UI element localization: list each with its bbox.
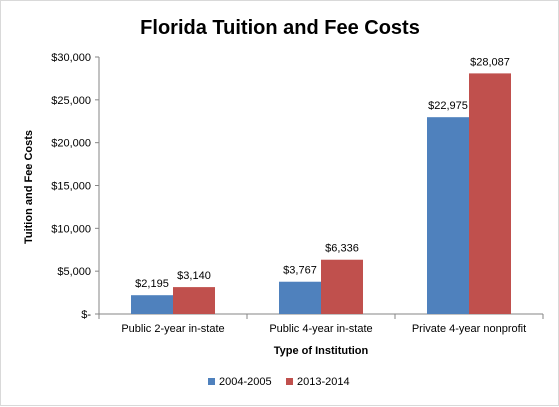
legend-label: 2013-2014: [297, 376, 350, 388]
x-ticks: Public 2-year in-state Public 4-year in-s…: [98, 314, 544, 335]
y-tick-label: $20,000: [51, 138, 91, 150]
y-tick-label: $15,000: [51, 181, 91, 193]
bars: $2,195 $3,767 $22,975 $3,140 $6,336 $28,087: [131, 56, 511, 314]
bar: [131, 295, 173, 314]
data-label: $28,087: [470, 56, 510, 68]
legend-swatch: [208, 378, 215, 385]
legend-label: 2004-2005: [219, 376, 272, 388]
data-label: $3,767: [283, 265, 317, 277]
data-label: $22,975: [428, 100, 468, 112]
y-tick-label: $10,000: [51, 223, 91, 235]
y-tick-label: $5,000: [57, 266, 91, 278]
bar: [427, 117, 469, 314]
data-label: $2,195: [135, 278, 169, 290]
bar: [279, 281, 321, 314]
data-label: $3,140: [177, 270, 211, 282]
y-ticks: $- $5,000 $10,000 $15,000 $20,000 $25,000 $30,…: [51, 52, 99, 321]
bar: [469, 73, 511, 314]
legend: 2004-2005 2013-2014: [208, 376, 350, 388]
x-tick-label: Public 2-year in-state: [121, 323, 224, 335]
y-tick-label: $25,000: [51, 95, 91, 107]
legend-swatch: [286, 378, 293, 385]
y-tick-label: $30,000: [51, 52, 91, 64]
x-tick-label: Public 4-year in-state: [269, 323, 372, 335]
x-tick-label: Private 4-year nonprofit: [412, 323, 526, 335]
bar: [173, 287, 215, 314]
data-label: $6,336: [325, 243, 359, 255]
chart-title: Florida Tuition and Fee Costs: [140, 17, 420, 39]
y-axis-title: Tuition and Fee Costs: [23, 130, 35, 244]
x-axis-title: Type of Institution: [274, 345, 369, 357]
bar: [321, 259, 363, 314]
y-tick-label: $-: [81, 309, 91, 321]
